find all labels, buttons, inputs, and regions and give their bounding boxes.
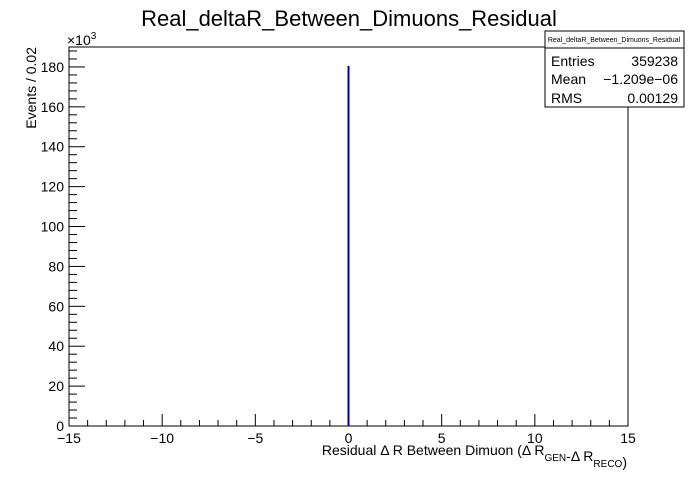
- x-tick-label: −15: [57, 430, 81, 446]
- y-tick-label: 180: [41, 59, 65, 75]
- histogram-bars: [347, 65, 350, 426]
- y-tick-label: 160: [41, 99, 65, 115]
- x-tick-label: 0: [345, 430, 353, 446]
- stats-box: Real_deltaR_Between_Dimuons_Residual Ent…: [544, 30, 685, 108]
- histogram-bar: [347, 65, 350, 426]
- x-axis-label: Residual Δ R Between Dimuon (Δ RGEN-Δ RR…: [322, 442, 627, 470]
- y-multiplier-text: ×103: [67, 31, 97, 48]
- stats-mean-value: −1.209e−06: [603, 71, 678, 87]
- y-tick-label: 100: [41, 219, 65, 235]
- stats-box-frame: [544, 30, 685, 108]
- y-axis-ticks: 0 20 40 60 80 100 120 140 160 180: [41, 50, 85, 434]
- x-tick-label: −5: [247, 430, 263, 446]
- stats-rms-label: RMS: [551, 90, 582, 106]
- y-axis-label: Events / 0.02: [23, 47, 39, 129]
- stats-box-title: Real_deltaR_Between_Dimuons_Residual: [548, 37, 681, 44]
- x-tick-label: 15: [620, 430, 636, 446]
- stats-mean-label: Mean: [551, 71, 586, 87]
- y-tick-label: 0: [56, 418, 64, 434]
- y-tick-label: 120: [41, 179, 65, 195]
- x-tick-label: 5: [438, 430, 446, 446]
- x-tick-label: 10: [527, 430, 543, 446]
- chart-title: Real_deltaR_Between_Dimuons_Residual: [141, 6, 557, 31]
- y-tick-label: 140: [41, 139, 65, 155]
- y-tick-label: 80: [48, 258, 64, 274]
- y-axis-multiplier: ×103: [67, 31, 97, 48]
- y-tick-label: 20: [48, 378, 64, 394]
- stats-entries-value: 359238: [631, 53, 678, 69]
- stats-rms-value: 0.00129: [627, 90, 678, 106]
- x-tick-label: −10: [150, 430, 174, 446]
- stats-entries-label: Entries: [551, 53, 595, 69]
- y-tick-label: 40: [48, 338, 64, 354]
- x-axis-ticks: −15 −10 −5 0 5 10 15: [57, 414, 636, 446]
- y-tick-label: 60: [48, 298, 64, 314]
